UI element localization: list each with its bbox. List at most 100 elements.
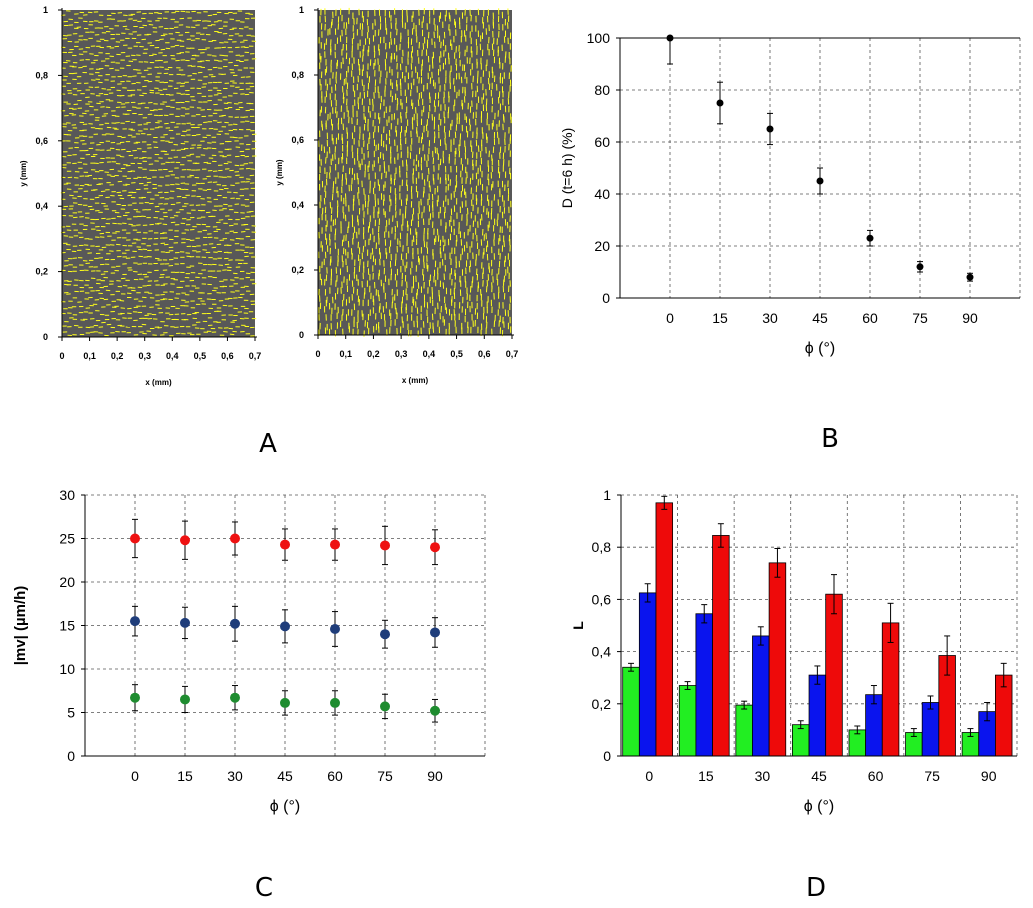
data-point [380, 701, 390, 712]
data-point [230, 618, 240, 629]
bar [712, 535, 730, 757]
bar [921, 702, 940, 757]
data-point [766, 125, 774, 133]
y-tick-label: 0,2 [592, 696, 612, 712]
y-axis-label: y (mm) [275, 159, 284, 186]
panel-d-plot: 0 0,2 0,4 0,6 0,8 1 0 15 30 45 60 75 90 ϕ (°) L [570, 487, 1018, 815]
x-tick-label: 0 [59, 351, 64, 361]
bar [678, 685, 697, 757]
y-tick-label: 60 [594, 134, 610, 150]
data-point [280, 539, 290, 550]
y-axis-label: |mv| (µm/h) [12, 586, 29, 666]
y-tick-label: 25 [59, 531, 75, 547]
x-axis-label: ϕ (°) [270, 798, 300, 815]
y-tick-label: 10 [59, 661, 75, 677]
y-tick-label: 0,6 [291, 135, 304, 145]
y-tick-label: 0 [603, 748, 611, 764]
y-axis-label: y (mm) [19, 160, 28, 187]
x-tick-label: 15 [177, 768, 193, 784]
x-tick-label: 0,1 [339, 349, 352, 359]
x-tick-label: 0,3 [138, 351, 151, 361]
bar [655, 502, 674, 757]
x-tick-label: 60 [868, 768, 884, 784]
x-axis-label: ϕ (°) [804, 798, 834, 815]
x-tick-label: 60 [327, 768, 343, 784]
bar [638, 592, 657, 757]
y-tick-label: 0,8 [35, 70, 48, 80]
x-tick-label: 30 [762, 310, 778, 326]
field-background [318, 10, 512, 335]
x-tick-label: 0,7 [249, 351, 262, 361]
y-tick-label: 0,8 [592, 539, 612, 555]
y-tick-label: 20 [59, 574, 75, 590]
x-tick-label: 0 [666, 310, 674, 326]
data-point [330, 623, 340, 634]
data-point [330, 539, 340, 550]
data-point [180, 617, 190, 628]
y-tick-label: 15 [59, 618, 75, 634]
data-point [666, 34, 674, 42]
data-point [430, 705, 440, 716]
y-tick-label: 20 [594, 238, 610, 254]
y-tick-label: 0,2 [291, 265, 304, 275]
x-tick-label: 0,5 [450, 349, 463, 359]
x-tick-label: 75 [377, 768, 393, 784]
x-axis-label: ϕ (°) [805, 340, 835, 357]
x-tick-label: 90 [962, 310, 978, 326]
x-tick-label: 15 [712, 310, 728, 326]
x-tick-label: 15 [698, 768, 714, 784]
x-tick-label: 0,2 [111, 351, 124, 361]
y-tick-label: 1 [603, 487, 611, 503]
data-point [180, 535, 190, 546]
x-tick-label: 0 [645, 768, 653, 784]
panel-label-a: A [259, 429, 277, 459]
panel-c-plot: 0 5 10 15 20 25 30 0 15 30 45 60 75 90 ϕ (°) |mv| (µm/h… [12, 487, 486, 815]
y-tick-label: 0 [299, 330, 304, 340]
bar [752, 635, 770, 757]
x-tick-label: 0 [315, 349, 320, 359]
data-point [130, 616, 140, 627]
x-tick-label: 0,2 [367, 349, 380, 359]
data-point [280, 621, 290, 632]
x-tick-label: 0,3 [395, 349, 408, 359]
data-point [280, 697, 290, 708]
panel-a-right-plot: 0 0,1 0,2 0,3 0,4 0,5 0,6 0,7 0 0,2 0,4 0,6 0,8 1 x (m… [275, 5, 518, 385]
data-point [716, 99, 724, 107]
y-tick-label: 40 [594, 186, 610, 202]
data-point [380, 629, 390, 640]
x-tick-label: 90 [981, 768, 997, 784]
bar [792, 724, 810, 757]
x-tick-label: 45 [812, 310, 828, 326]
data-point [330, 697, 340, 708]
y-tick-label: 1 [43, 5, 48, 15]
panel-b-plot: 0 20 40 60 80 100 0 15 30 45 60 75 90 ϕ (°) D (t=6 h) … [559, 30, 1021, 357]
y-tick-label: 80 [594, 82, 610, 98]
x-tick-label: 0,5 [194, 351, 207, 361]
x-tick-label: 45 [811, 768, 827, 784]
bar [735, 704, 753, 757]
data-point [230, 692, 240, 703]
panel-label-d: D [806, 873, 826, 903]
x-tick-label: 0 [131, 768, 139, 784]
bar [695, 613, 713, 757]
x-tick-label: 75 [924, 768, 940, 784]
y-tick-label: 30 [59, 487, 75, 503]
x-tick-label: 0,4 [166, 351, 179, 361]
x-tick-label: 75 [912, 310, 928, 326]
x-tick-label: 0,1 [83, 351, 96, 361]
y-tick-label: 0,2 [35, 267, 48, 277]
y-tick-label: 0,8 [291, 70, 304, 80]
x-axis-label: x (mm) [402, 376, 429, 385]
data-point [816, 177, 824, 185]
y-tick-label: 0 [67, 748, 75, 764]
bar [808, 674, 827, 757]
y-tick-label: 0,4 [592, 644, 612, 660]
data-point [180, 694, 190, 705]
y-tick-label: 0,6 [592, 591, 612, 607]
y-tick-label: 0 [43, 332, 48, 342]
data-point [966, 273, 974, 281]
x-tick-label: 0,7 [506, 349, 519, 359]
x-tick-label: 0,4 [423, 349, 436, 359]
x-tick-label: 30 [755, 768, 771, 784]
x-tick-label: 45 [277, 768, 293, 784]
